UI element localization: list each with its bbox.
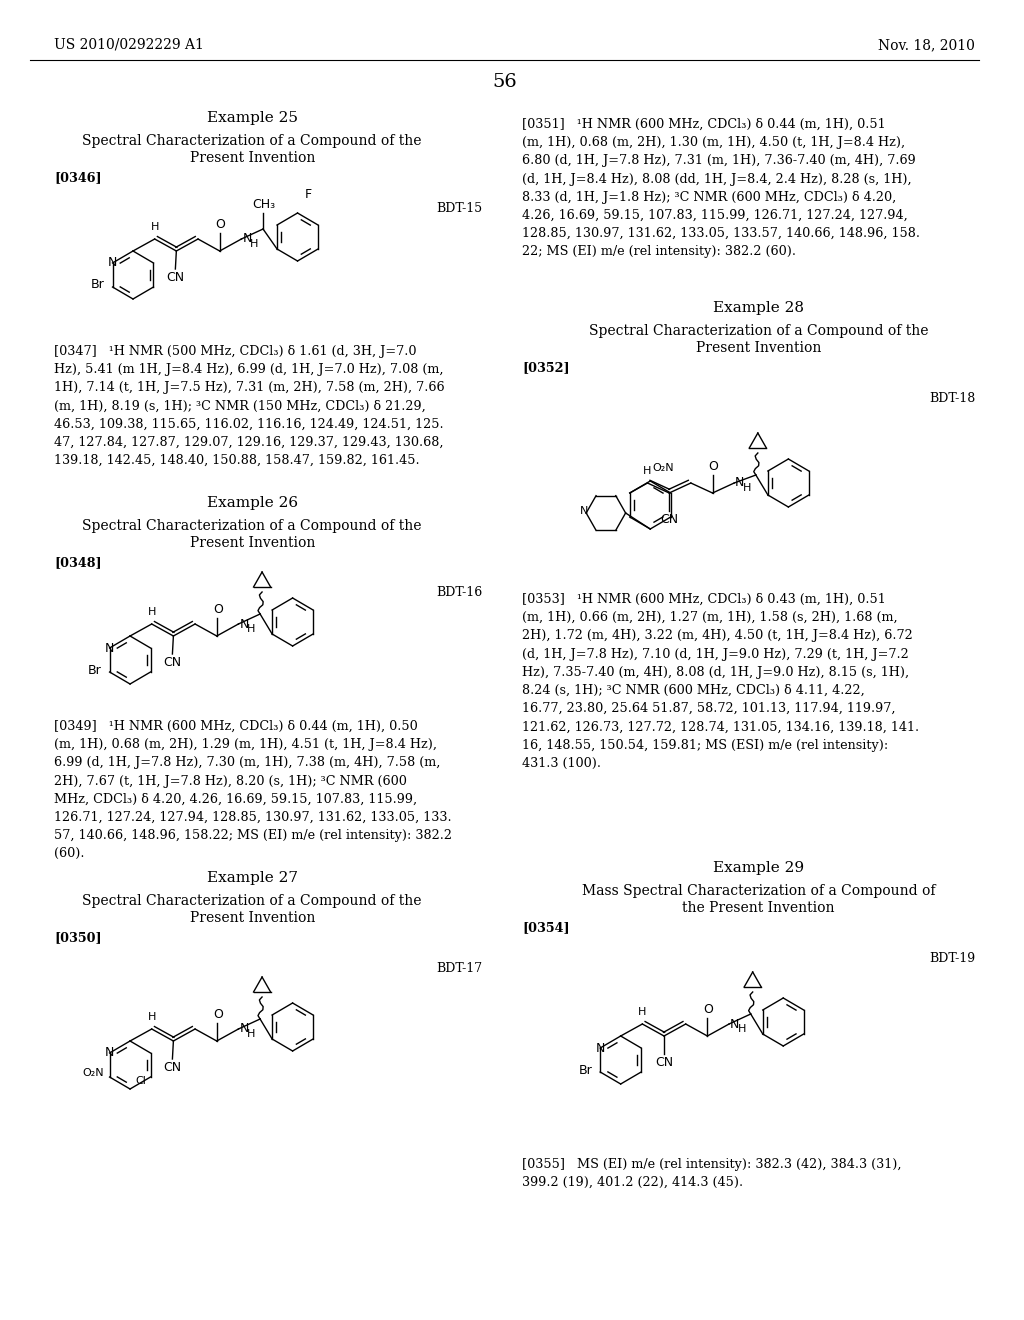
Text: H: H <box>738 1024 746 1034</box>
Text: H: H <box>147 607 156 616</box>
Text: Nov. 18, 2010: Nov. 18, 2010 <box>879 38 975 51</box>
Text: Br: Br <box>579 1064 592 1077</box>
Text: [0349]   ¹H NMR (600 MHz, CDCl₃) δ 0.44 (m, 1H), 0.50
(m, 1H), 0.68 (m, 2H), 1.2: [0349] ¹H NMR (600 MHz, CDCl₃) δ 0.44 (m… <box>54 719 453 861</box>
Text: [0348]: [0348] <box>54 557 101 569</box>
Text: US 2010/0292229 A1: US 2010/0292229 A1 <box>54 38 204 51</box>
Text: [0354]: [0354] <box>522 921 569 935</box>
Text: N: N <box>243 232 252 246</box>
Text: CN: CN <box>164 1061 181 1074</box>
Text: CN: CN <box>164 656 181 669</box>
Text: N: N <box>730 1018 739 1031</box>
Text: O: O <box>213 1008 222 1020</box>
Text: H: H <box>247 1030 256 1039</box>
Text: Present Invention: Present Invention <box>189 150 315 165</box>
Text: Example 27: Example 27 <box>207 871 298 884</box>
Text: [0351]   ¹H NMR (600 MHz, CDCl₃) δ 0.44 (m, 1H), 0.51
(m, 1H), 0.68 (m, 2H), 1.3: [0351] ¹H NMR (600 MHz, CDCl₃) δ 0.44 (m… <box>522 117 921 259</box>
Text: Mass Spectral Characterization of a Compound of: Mass Spectral Characterization of a Comp… <box>582 884 935 898</box>
Text: N: N <box>104 642 115 655</box>
Text: N: N <box>108 256 117 269</box>
Text: the Present Invention: the Present Invention <box>682 902 835 915</box>
Text: BDT-18: BDT-18 <box>929 392 975 404</box>
Text: H: H <box>643 466 651 477</box>
Text: BDT-17: BDT-17 <box>436 961 482 974</box>
Text: Present Invention: Present Invention <box>189 911 315 925</box>
Text: H: H <box>147 1012 156 1022</box>
Text: H: H <box>638 1007 646 1016</box>
Text: Spectral Characterization of a Compound of the: Spectral Characterization of a Compound … <box>83 135 422 148</box>
Text: CN: CN <box>655 1056 673 1069</box>
Text: BDT-19: BDT-19 <box>929 952 975 965</box>
Text: N: N <box>240 1023 249 1035</box>
Text: N: N <box>104 1047 115 1060</box>
Text: Example 26: Example 26 <box>207 496 298 510</box>
Text: O: O <box>709 459 719 473</box>
Text: [0347]   ¹H NMR (500 MHz, CDCl₃) δ 1.61 (d, 3H, J=7.0
Hz), 5.41 (m 1H, J=8.4 Hz): [0347] ¹H NMR (500 MHz, CDCl₃) δ 1.61 (d… <box>54 345 444 467</box>
Text: [0350]: [0350] <box>54 932 101 945</box>
Text: N: N <box>240 618 249 631</box>
Text: [0346]: [0346] <box>54 172 101 185</box>
Text: O: O <box>213 603 222 616</box>
Text: BDT-16: BDT-16 <box>436 586 482 599</box>
Text: Present Invention: Present Invention <box>189 536 315 550</box>
Text: H: H <box>151 222 159 232</box>
Text: F: F <box>305 187 312 201</box>
Text: O₂N: O₂N <box>82 1068 103 1078</box>
Text: H: H <box>743 483 752 492</box>
Text: Spectral Characterization of a Compound of the: Spectral Characterization of a Compound … <box>83 519 422 533</box>
Text: [0352]: [0352] <box>522 362 569 375</box>
Text: O₂N: O₂N <box>652 463 674 473</box>
Text: Br: Br <box>88 664 101 676</box>
Text: CN: CN <box>166 271 184 284</box>
Text: O: O <box>216 218 225 231</box>
Text: [0353]   ¹H NMR (600 MHz, CDCl₃) δ 0.43 (m, 1H), 0.51
(m, 1H), 0.66 (m, 2H), 1.2: [0353] ¹H NMR (600 MHz, CDCl₃) δ 0.43 (m… <box>522 593 920 770</box>
Text: CN: CN <box>660 513 678 525</box>
Text: Cl: Cl <box>136 1076 146 1086</box>
Text: Spectral Characterization of a Compound of the: Spectral Characterization of a Compound … <box>83 894 422 908</box>
Text: CH₃: CH₃ <box>253 198 275 211</box>
Text: Br: Br <box>91 279 104 292</box>
Text: BDT-15: BDT-15 <box>436 202 482 214</box>
Text: Present Invention: Present Invention <box>696 341 821 355</box>
Text: Spectral Characterization of a Compound of the: Spectral Characterization of a Compound … <box>589 323 929 338</box>
Text: [0355]   MS (EI) m/e (rel intensity): 382.3 (42), 384.3 (31),
399.2 (19), 401.2 : [0355] MS (EI) m/e (rel intensity): 382.… <box>522 1158 902 1189</box>
Text: 56: 56 <box>493 73 517 91</box>
Text: N: N <box>596 1041 605 1055</box>
Text: Example 25: Example 25 <box>207 111 298 125</box>
Text: Example 29: Example 29 <box>713 861 804 875</box>
Text: H: H <box>247 624 256 634</box>
Text: Example 28: Example 28 <box>713 301 804 315</box>
Text: N: N <box>580 506 589 516</box>
Text: O: O <box>703 1003 714 1016</box>
Text: H: H <box>250 239 259 249</box>
Text: N: N <box>735 477 744 490</box>
